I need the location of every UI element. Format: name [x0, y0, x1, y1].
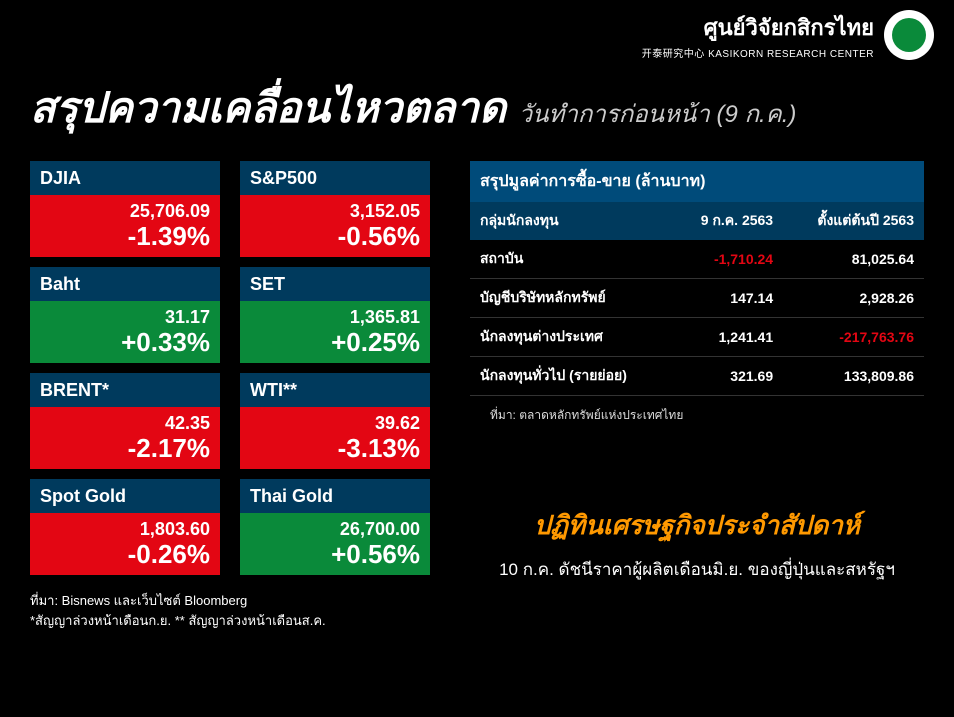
row-val2: -217,763.76 [783, 318, 924, 357]
card-label: Baht [30, 267, 220, 301]
table-col3: ตั้งแต่ต้นปี 2563 [783, 202, 924, 240]
title-main: สรุปความเคลื่อนไหวตลาด [30, 84, 506, 131]
card-change: -0.56% [338, 222, 420, 251]
market-card: DJIA25,706.09-1.39% [30, 161, 220, 257]
card-label: Thai Gold [240, 479, 430, 513]
card-change: +0.25% [331, 328, 420, 357]
market-card: BRENT*42.35-2.17% [30, 373, 220, 469]
card-label: S&P500 [240, 161, 430, 195]
brand-english: 开泰研究中心 KASIKORN RESEARCH CENTER [642, 45, 874, 60]
market-card: Baht31.17+0.33% [30, 267, 220, 363]
table-title: สรุปมูลค่าการซื้อ-ขาย (ล้านบาท) [470, 161, 924, 202]
row-label: บัญชีบริษัทหลักทรัพย์ [470, 279, 672, 318]
card-value: 26,700.00 [340, 520, 420, 540]
page-title: สรุปความเคลื่อนไหวตลาด วันทำการก่อนหน้า … [0, 65, 954, 161]
economic-calendar: ปฏิทินเศรษฐกิจประจำสัปดาห์ 10 ก.ค. ดัชนี… [470, 505, 924, 583]
card-body: 26,700.00+0.56% [240, 513, 430, 575]
header: ศูนย์วิจัยกสิกรไทย 开泰研究中心 KASIKORN RESEA… [0, 0, 954, 65]
card-value: 1,365.81 [350, 308, 420, 328]
market-cards-grid: DJIA25,706.09-1.39%S&P5003,152.05-0.56%B… [30, 161, 430, 630]
card-value: 39.62 [375, 414, 420, 434]
trading-summary-table: สรุปมูลค่าการซื้อ-ขาย (ล้านบาท) กลุ่มนัก… [470, 161, 924, 396]
brand-thai: ศูนย์วิจัยกสิกรไทย [642, 10, 874, 45]
row-val1: 321.69 [672, 357, 784, 396]
table-footer: ที่มา: ตลาดหลักทรัพย์แห่งประเทศไทย [470, 406, 924, 425]
card-label: WTI** [240, 373, 430, 407]
cards-footer-line1: ที่มา: Bisnews และเว็บไซต์ Bloomberg [30, 591, 430, 611]
calendar-title: ปฏิทินเศรษฐกิจประจำสัปดาห์ [470, 505, 924, 546]
card-change: +0.56% [331, 540, 420, 569]
card-value: 3,152.05 [350, 202, 420, 222]
row-label: นักลงทุนต่างประเทศ [470, 318, 672, 357]
calendar-text: 10 ก.ค. ดัชนีราคาผู้ผลิตเดือนมิ.ย. ของญี… [470, 556, 924, 583]
table-col1: กลุ่มนักลงทุน [470, 202, 672, 240]
card-value: 25,706.09 [130, 202, 210, 222]
card-label: SET [240, 267, 430, 301]
card-body: 42.35-2.17% [30, 407, 220, 469]
card-body: 39.62-3.13% [240, 407, 430, 469]
market-card: WTI**39.62-3.13% [240, 373, 430, 469]
card-change: -0.26% [128, 540, 210, 569]
card-body: 3,152.05-0.56% [240, 195, 430, 257]
card-body: 1,803.60-0.26% [30, 513, 220, 575]
card-body: 1,365.81+0.25% [240, 301, 430, 363]
right-panel: สรุปมูลค่าการซื้อ-ขาย (ล้านบาท) กลุ่มนัก… [470, 161, 924, 630]
card-body: 31.17+0.33% [30, 301, 220, 363]
table-row: สถาบัน-1,710.2481,025.64 [470, 240, 924, 279]
card-change: -2.17% [128, 434, 210, 463]
header-brand-text: ศูนย์วิจัยกสิกรไทย 开泰研究中心 KASIKORN RESEA… [642, 10, 874, 60]
row-label: นักลงทุนทั่วไป (รายย่อย) [470, 357, 672, 396]
row-label: สถาบัน [470, 240, 672, 279]
market-card: SET1,365.81+0.25% [240, 267, 430, 363]
card-label: DJIA [30, 161, 220, 195]
card-change: +0.33% [121, 328, 210, 357]
row-val1: 147.14 [672, 279, 784, 318]
kasikorn-logo-icon [884, 10, 934, 60]
content-area: DJIA25,706.09-1.39%S&P5003,152.05-0.56%B… [0, 161, 954, 630]
card-value: 31.17 [165, 308, 210, 328]
card-label: BRENT* [30, 373, 220, 407]
table-row: นักลงทุนต่างประเทศ1,241.41-217,763.76 [470, 318, 924, 357]
card-body: 25,706.09-1.39% [30, 195, 220, 257]
table-col2: 9 ก.ค. 2563 [672, 202, 784, 240]
market-card: S&P5003,152.05-0.56% [240, 161, 430, 257]
card-change: -3.13% [338, 434, 420, 463]
row-val2: 133,809.86 [783, 357, 924, 396]
card-value: 1,803.60 [140, 520, 210, 540]
market-card: Thai Gold26,700.00+0.56% [240, 479, 430, 575]
card-change: -1.39% [128, 222, 210, 251]
market-card: Spot Gold1,803.60-0.26% [30, 479, 220, 575]
row-val2: 81,025.64 [783, 240, 924, 279]
table-row: บัญชีบริษัทหลักทรัพย์147.142,928.26 [470, 279, 924, 318]
cards-footer-line2: *สัญญาล่วงหน้าเดือนก.ย. ** สัญญาล่วงหน้า… [30, 611, 430, 631]
title-sub: วันทำการก่อนหน้า (9 ก.ค.) [519, 101, 797, 128]
cards-footer: ที่มา: Bisnews และเว็บไซต์ Bloomberg *สั… [30, 591, 430, 630]
card-label: Spot Gold [30, 479, 220, 513]
row-val1: 1,241.41 [672, 318, 784, 357]
card-value: 42.35 [165, 414, 210, 434]
row-val1: -1,710.24 [672, 240, 784, 279]
row-val2: 2,928.26 [783, 279, 924, 318]
table-row: นักลงทุนทั่วไป (รายย่อย)321.69133,809.86 [470, 357, 924, 396]
